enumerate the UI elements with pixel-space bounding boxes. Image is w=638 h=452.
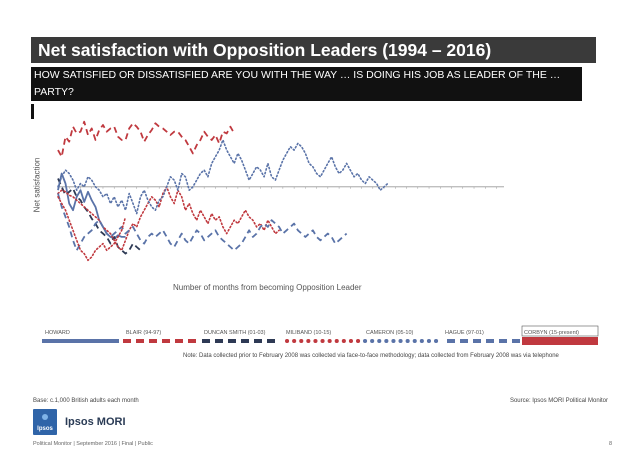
survey-question: HOW SATISFIED OR DISSATISFIED ARE YOU WI… [31,67,582,101]
page-title: Net satisfaction with Opposition Leaders… [31,37,596,63]
legend-swatch-corbyn [522,337,598,345]
logo-text: Ipsos [37,426,53,432]
page-number: 8 [608,441,612,447]
source-text: Source: Ipsos MORI Political Monitor [509,398,608,404]
question-accent-bar [31,104,34,119]
legend-label-duncan-smith: DUNCAN SMITH (01-03) [204,330,266,336]
legend-label-hague: HAGUE (97-01) [445,330,484,336]
logo-dot-icon [42,414,48,420]
chart-axis [57,186,504,189]
series-line-hague [57,193,348,252]
series-line-blair [57,120,235,158]
x-axis-label: Number of months from becoming Oppositio… [173,283,362,292]
legend-label-cameron: CAMERON (05-10) [366,330,414,336]
legend-label-blair: BLAIR (94-97) [126,330,162,336]
series-line-duncan [57,178,142,255]
legend-label-howard: HOWARD [45,330,70,336]
legend-label-corbyn: CORBYN (15-present) [524,330,580,336]
series-line-miliband [57,186,280,252]
ipsos-logo: Ipsos [33,409,57,435]
legend-highlight-frame [521,325,599,337]
chart-series [57,120,389,262]
base-text: Base: c.1,000 British adults each month [33,398,139,404]
brand-name: Ipsos MORI [65,416,126,428]
methodology-note: Note: Data collected prior to February 2… [183,353,559,359]
chart-legend [42,325,599,345]
legend-label-miliband: MILIBAND (10-15) [286,330,332,336]
footer-text: Political Monitor | September 2016 | Fin… [33,441,153,447]
series-line-howard [57,172,126,240]
series-line-corbyn [57,196,127,262]
series-line-cameron [57,139,389,215]
